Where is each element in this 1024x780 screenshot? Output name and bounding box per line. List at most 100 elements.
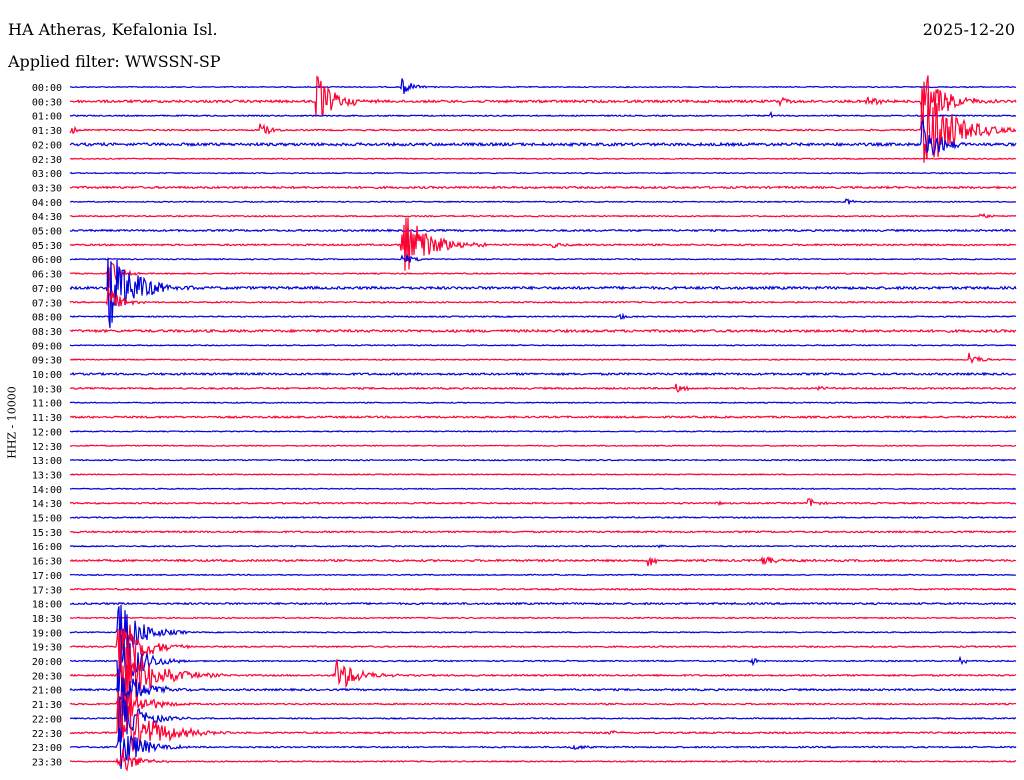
time-label-2100: 21:00 [32, 686, 62, 697]
time-label-1400: 14:00 [32, 485, 62, 496]
time-label-0730: 07:30 [32, 298, 62, 309]
time-label-2230: 22:30 [32, 729, 62, 740]
time-label-0130: 01:30 [32, 126, 62, 137]
trace-0130 [69, 88, 1017, 163]
time-label-0000: 00:00 [32, 83, 62, 94]
time-label-0600: 06:00 [32, 255, 62, 266]
trace-0200 [69, 118, 1017, 157]
trace-0530 [69, 217, 1017, 271]
traces [69, 75, 1017, 772]
time-label-0530: 05:30 [32, 241, 62, 252]
time-label-2130: 21:30 [32, 700, 62, 711]
trace-1400 [69, 487, 1017, 491]
time-label-0230: 02:30 [32, 155, 62, 166]
time-label-0330: 03:30 [32, 183, 62, 194]
time-labels: 00:00 00:30 01:00 01:30 02:00 02:30 03:00 03:30… [32, 83, 62, 768]
time-label-0100: 01:00 [32, 112, 62, 123]
trace-1900 [69, 604, 1017, 653]
trace-0900 [69, 343, 1016, 347]
time-label-2300: 23:00 [32, 743, 62, 754]
trace-1530 [70, 530, 1017, 534]
time-label-1730: 17:30 [32, 585, 62, 596]
time-label-1030: 10:30 [32, 384, 62, 395]
trace-2300 [69, 727, 1017, 769]
time-label-1230: 12:30 [32, 442, 62, 453]
time-label-0700: 07:00 [32, 284, 62, 295]
trace-0700 [69, 257, 1017, 329]
trace-0030 [70, 75, 1017, 124]
time-label-1100: 11:00 [32, 399, 62, 410]
trace-1230 [69, 444, 1017, 447]
trace-1030 [69, 383, 1017, 393]
time-label-1800: 18:00 [32, 600, 62, 611]
trace-0400 [69, 198, 1017, 205]
trace-0800 [69, 312, 1017, 320]
time-label-0200: 02:00 [32, 140, 62, 151]
trace-0300 [69, 171, 1017, 175]
trace-2230 [69, 690, 1017, 752]
trace-0630 [69, 260, 1017, 288]
time-label-0830: 08:30 [32, 327, 62, 338]
time-label-1830: 18:30 [32, 614, 62, 625]
trace-1500 [69, 515, 1017, 519]
time-label-1930: 19:30 [32, 643, 62, 654]
time-label-1130: 11:30 [32, 413, 62, 424]
time-label-1430: 14:30 [32, 499, 62, 510]
time-label-0900: 09:00 [32, 341, 62, 352]
trace-0100 [69, 110, 1017, 119]
trace-1100 [69, 401, 1017, 405]
trace-1830 [69, 616, 1016, 620]
time-label-1300: 13:00 [32, 456, 62, 467]
station-title: HA Atheras, Kefalonia Isl. [8, 20, 218, 39]
trace-0500 [69, 228, 1017, 233]
trace-0330 [69, 185, 1017, 190]
trace-0230 [69, 157, 1017, 161]
time-label-0930: 09:30 [32, 356, 62, 367]
trace-2100 [69, 669, 1017, 715]
trace-1330 [69, 473, 1017, 476]
trace-1600 [69, 544, 1017, 549]
trace-1000 [69, 371, 1017, 377]
trace-1700 [69, 573, 1016, 577]
trace-0430 [69, 212, 1017, 219]
time-label-2030: 20:30 [32, 671, 62, 682]
trace-1200 [69, 430, 1017, 433]
time-label-0630: 06:30 [32, 270, 62, 281]
trace-0930 [70, 352, 1016, 365]
trace-1430 [69, 497, 1017, 506]
trace-1630 [70, 555, 1016, 567]
trace-0730 [69, 287, 1017, 307]
time-label-1000: 10:00 [32, 370, 62, 381]
trace-0600 [69, 254, 1017, 263]
filter-label: Applied filter: WWSSN-SP [8, 52, 221, 71]
trace-2130 [69, 691, 1017, 722]
time-label-1530: 15:30 [32, 528, 62, 539]
time-label-0300: 03:00 [32, 169, 62, 180]
time-label-1900: 19:00 [32, 628, 62, 639]
trace-2000 [69, 634, 1017, 692]
time-label-1500: 15:00 [32, 514, 62, 525]
date-label: 2025-12-20 [922, 20, 1015, 39]
trace-0830 [69, 328, 1017, 334]
time-label-1600: 16:00 [32, 542, 62, 553]
time-label-0800: 08:00 [32, 313, 62, 324]
time-label-2330: 23:30 [32, 757, 62, 768]
time-label-2000: 20:00 [32, 657, 62, 668]
time-label-0500: 05:00 [32, 227, 62, 238]
time-label-0400: 04:00 [32, 198, 62, 209]
time-label-1630: 16:30 [32, 557, 62, 568]
trace-1800 [69, 601, 1017, 606]
trace-2330 [69, 748, 1016, 772]
time-label-0030: 00:30 [32, 97, 62, 108]
trace-1930 [69, 624, 1017, 673]
time-label-1700: 17:00 [32, 571, 62, 582]
trace-2030 [69, 636, 1017, 709]
time-label-0430: 04:30 [32, 212, 62, 223]
trace-2200 [69, 696, 1017, 743]
time-label-1330: 13:30 [32, 470, 62, 481]
time-label-2200: 22:00 [32, 714, 62, 725]
trace-1130 [69, 415, 1017, 420]
trace-1300 [69, 458, 1017, 462]
time-label-1200: 12:00 [32, 427, 62, 438]
